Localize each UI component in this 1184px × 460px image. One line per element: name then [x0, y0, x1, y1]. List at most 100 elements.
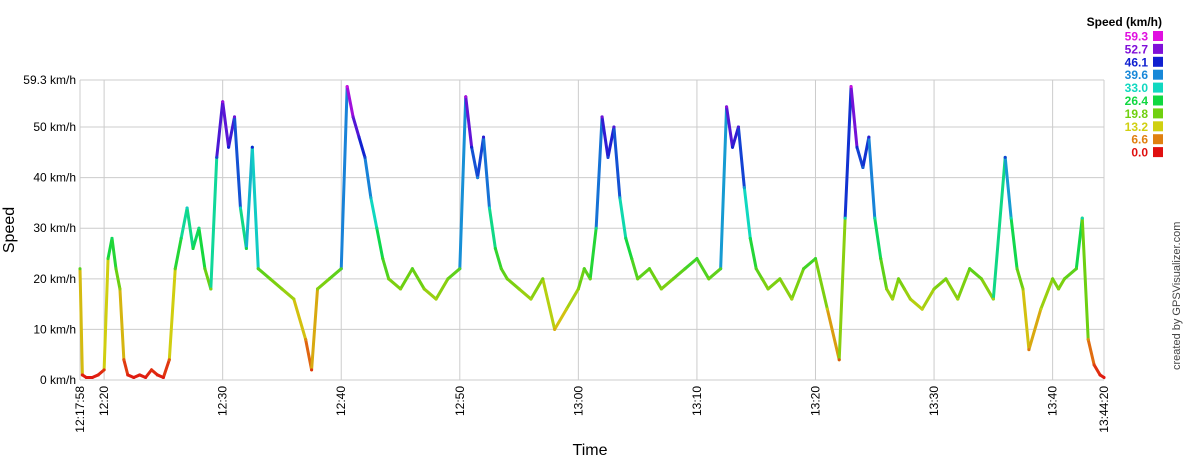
series-segment: [908, 297, 924, 311]
series-segment: [944, 277, 960, 301]
series-segment: [197, 226, 207, 271]
series-segment: [1092, 363, 1102, 377]
data-point: [1009, 216, 1013, 220]
series-segment: [891, 277, 900, 301]
series-segment: [648, 267, 663, 291]
x-tick-label-1: 12:20: [97, 386, 111, 416]
data-point: [434, 297, 438, 301]
legend-swatch-0: [1153, 31, 1163, 41]
data-point: [813, 257, 817, 261]
series-segment: [268, 277, 284, 291]
data-point: [659, 287, 663, 291]
series-segment: [956, 267, 972, 301]
data-point: [238, 206, 242, 210]
data-point: [944, 277, 948, 281]
data-point: [529, 297, 533, 301]
series-segment: [1021, 287, 1031, 352]
series-segment: [215, 100, 225, 159]
legend-swatch-2: [1153, 56, 1163, 67]
data-point: [369, 196, 373, 200]
data-point: [867, 135, 871, 139]
data-point: [122, 358, 126, 362]
series-segment: [920, 287, 936, 311]
data-point: [979, 277, 983, 281]
data-point: [553, 327, 557, 331]
data-point: [956, 297, 960, 301]
series-segment: [766, 277, 782, 291]
legend-swatch-4: [1153, 82, 1163, 93]
x-tick-label-9: 13:40: [1046, 386, 1060, 416]
series-segment: [600, 115, 610, 159]
data-point: [1039, 307, 1043, 311]
data-point: [227, 145, 231, 149]
data-point: [233, 115, 237, 119]
credit-text: created by GPSVisualizer.com: [1171, 222, 1183, 370]
y-tick-label-4: 40 km/h: [33, 171, 76, 185]
series-segment: [778, 277, 794, 301]
series-segment: [345, 85, 355, 119]
data-point: [879, 257, 883, 261]
legend-title: Speed (km/h): [1087, 15, 1162, 29]
data-point: [118, 287, 122, 291]
x-tick-label-7: 13:20: [808, 386, 822, 416]
data-point: [499, 267, 503, 271]
data-point: [464, 95, 468, 99]
series-segment: [695, 257, 711, 281]
data-point: [891, 297, 895, 301]
y-axis-title: Speed: [1, 207, 18, 253]
data-point: [410, 267, 414, 271]
series-segment: [357, 135, 367, 159]
x-tick-label-4: 12:50: [453, 386, 467, 416]
y-tick-label-6: 59.3 km/h: [23, 73, 76, 87]
series-segment: [1009, 216, 1019, 271]
data-point: [630, 257, 634, 261]
data-point: [399, 287, 403, 291]
series-segment: [493, 246, 503, 271]
data-point: [221, 100, 225, 104]
series-segment: [458, 95, 468, 271]
data-point: [215, 155, 219, 159]
series-segment: [1051, 277, 1061, 291]
data-point: [707, 277, 711, 281]
series-segment: [102, 257, 110, 372]
series-segment: [399, 267, 414, 291]
data-point: [110, 236, 114, 240]
data-point: [244, 246, 248, 250]
legend-swatch-6: [1153, 108, 1163, 119]
series-segment: [896, 277, 906, 291]
series-segment: [363, 155, 373, 200]
series-segment: [636, 267, 652, 281]
series-segment: [742, 186, 752, 240]
series-segment: [873, 216, 883, 261]
y-tick-label-2: 20 km/h: [33, 272, 76, 286]
series-segment: [725, 105, 734, 149]
series-segment: [754, 267, 764, 281]
series-segment: [476, 135, 486, 180]
legend-value-1: 52.7: [1125, 42, 1149, 56]
data-point: [541, 277, 545, 281]
data-point: [778, 277, 782, 281]
legend: 59.352.746.139.633.026.419.813.26.60.0: [1125, 30, 1163, 160]
data-point: [736, 125, 740, 129]
data-point: [991, 297, 995, 301]
series-segment: [233, 115, 242, 210]
series-segment: [1086, 338, 1096, 367]
data-point: [802, 267, 806, 271]
data-point: [517, 287, 521, 291]
data-point: [132, 375, 136, 379]
data-point: [446, 277, 450, 281]
data-point: [1062, 277, 1066, 281]
data-point: [106, 257, 110, 261]
data-point: [873, 216, 877, 220]
legend-value-6: 19.8: [1125, 107, 1149, 121]
series-segment: [855, 145, 865, 170]
data-point: [748, 236, 752, 240]
series-segment: [422, 287, 438, 301]
speed-series: [78, 85, 1106, 379]
data-point: [482, 135, 486, 139]
data-point: [790, 297, 794, 301]
y-tick-label-0: 0 km/h: [40, 373, 76, 387]
series-segment: [618, 196, 628, 240]
data-point: [1015, 267, 1019, 271]
